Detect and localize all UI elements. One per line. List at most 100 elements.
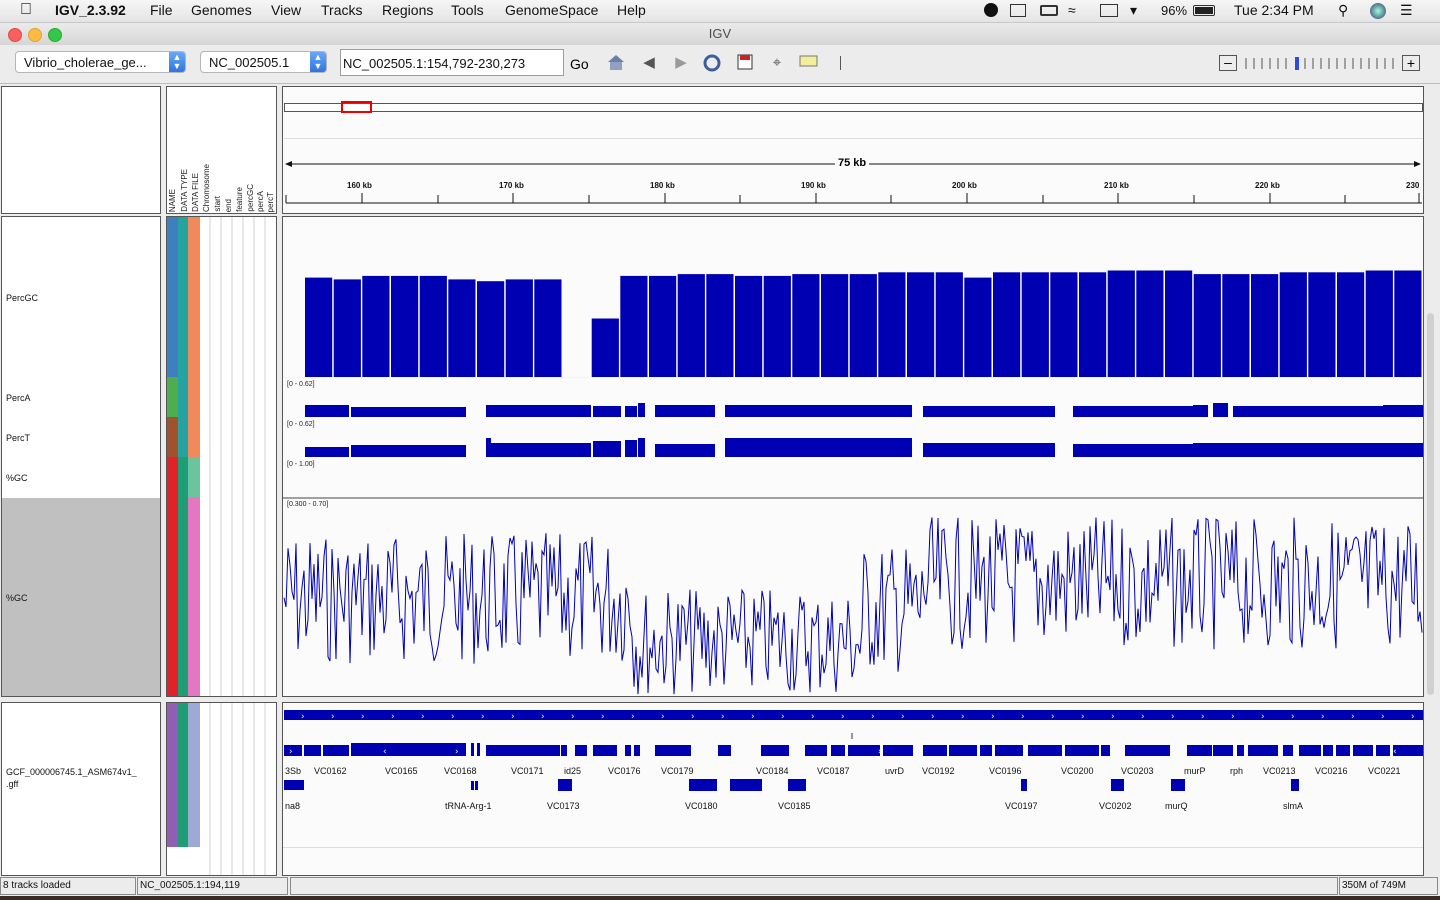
gene-label[interactable]: VC0213 <box>1263 766 1296 776</box>
status-app-icon[interactable] <box>984 3 998 17</box>
gene-label[interactable]: VC0180 <box>685 801 718 811</box>
menu-regions[interactable]: Regions <box>382 2 434 18</box>
gene-label[interactable]: VC0168 <box>444 766 477 776</box>
genome-dropdown[interactable]: Vibrio_cholerae_ge... ▲ ▼ <box>15 51 186 73</box>
attribute-header[interactable]: percA <box>256 191 265 212</box>
menu-help[interactable]: Help <box>617 2 646 18</box>
notification-icon[interactable]: ☰ <box>1400 2 1413 18</box>
gene-label[interactable]: VC0203 <box>1121 766 1154 776</box>
gene-label[interactable]: VC0184 <box>756 766 789 776</box>
gene-label[interactable]: VC0192 <box>922 766 955 776</box>
svg-text:›: › <box>1171 712 1175 722</box>
gene-label[interactable]: id25 <box>564 766 582 776</box>
gene-label[interactable]: VC0173 <box>547 801 580 811</box>
gene-label[interactable]: VC0176 <box>608 766 641 776</box>
attribute-header[interactable]: start <box>213 196 222 212</box>
gene-label[interactable]: tRNA-Arg-1 <box>445 801 492 811</box>
ruler-panel[interactable]: 75 kb 160 kb 170 kb 180 kb 190 kb 200 kb… <box>282 86 1424 214</box>
gene-label[interactable]: VC0185 <box>778 801 811 811</box>
gene-label[interactable]: murQ <box>1165 801 1188 811</box>
menu-genomespace[interactable]: GenomeSpace <box>505 2 599 18</box>
forward-icon[interactable]: ▶ <box>675 54 687 71</box>
feature-panel[interactable]: › › › › › › › › › › › › › › › › › › › › › › › › › › › › › › › › › › › › › › ›… <box>282 702 1424 876</box>
track-name-perct[interactable]: PercT <box>6 433 31 443</box>
gene-label[interactable]: VC0221 <box>1368 766 1401 776</box>
feature-attribute-grid[interactable] <box>167 703 277 875</box>
menu-tools[interactable]: Tools <box>451 2 484 18</box>
gene-label[interactable]: VC0196 <box>989 766 1022 776</box>
track-name-perca[interactable]: PercA <box>6 393 31 403</box>
menu-file[interactable]: File <box>150 2 173 18</box>
home-icon[interactable] <box>605 53 627 73</box>
gene-label[interactable]: murP <box>1184 766 1206 776</box>
attribute-color-grid[interactable] <box>167 217 277 696</box>
gene-label[interactable]: VC0216 <box>1315 766 1348 776</box>
locus-input[interactable]: NC_002505.1:154,792-230,273 <box>340 49 564 76</box>
gene-label[interactable]: 3Sb <box>285 766 302 776</box>
clock[interactable]: Tue 2:34 PM <box>1234 2 1314 18</box>
zoom-out-button[interactable]: – <box>1219 55 1237 71</box>
chromosome-ideogram[interactable] <box>284 103 1423 112</box>
attribute-header[interactable]: Chromosome <box>202 163 211 212</box>
minimize-button[interactable] <box>28 28 42 42</box>
gene-label[interactable]: VC0162 <box>314 766 347 776</box>
svg-text:›: › <box>1081 712 1085 722</box>
track-name-gff-ext[interactable]: .gff <box>6 779 19 789</box>
track-name-gc-small[interactable]: %GC <box>6 473 28 483</box>
go-button[interactable]: Go <box>570 56 589 72</box>
attribute-header[interactable]: percT <box>266 191 275 212</box>
back-icon[interactable]: ◀ <box>643 54 655 71</box>
zoom-in-button[interactable]: + <box>1402 55 1420 71</box>
gene-label[interactable]: VC0179 <box>661 766 694 776</box>
close-button[interactable] <box>8 28 22 42</box>
memory-icon[interactable] <box>1040 5 1058 16</box>
track-name-gff[interactable]: GCF_000006745.1_ASM674v1_ <box>6 767 137 777</box>
track-name-percgc[interactable]: PercGC <box>6 293 39 303</box>
search-icon[interactable]: ⚲ <box>1338 2 1349 18</box>
volume-icon[interactable]: ▾ <box>1130 2 1138 18</box>
gc-line-track[interactable] <box>283 502 1423 696</box>
resize-icon[interactable]: ⌖ <box>772 54 782 71</box>
data-panel[interactable]: [0 - 0.62] [0 - 0.62] [0 - 1.00] [0.300 … <box>282 216 1434 697</box>
gene-label[interactable]: VC0197 <box>1005 801 1038 811</box>
attribute-header[interactable]: DATA FILE <box>191 173 200 212</box>
refresh-icon[interactable] <box>701 53 723 73</box>
window-icon[interactable] <box>1010 4 1026 17</box>
attribute-header[interactable]: percGC <box>246 184 255 212</box>
gene-label[interactable]: VC0200 <box>1061 766 1094 776</box>
airplay-icon[interactable] <box>1100 4 1118 17</box>
apple-icon[interactable]:  <box>20 1 32 19</box>
data-scrollbar[interactable] <box>1427 313 1434 695</box>
zoom-slider[interactable] <box>1243 55 1398 71</box>
attribute-header[interactable]: end <box>224 198 233 212</box>
attribute-header[interactable]: NAME <box>168 188 177 212</box>
attribute-header[interactable]: DATA TYPE <box>180 169 189 212</box>
gene-label[interactable]: VC0202 <box>1099 801 1132 811</box>
gene-label[interactable]: uvrD <box>885 766 905 776</box>
menu-view[interactable]: View <box>271 2 302 18</box>
gene-label[interactable]: rph <box>1230 766 1244 776</box>
small-tracks[interactable] <box>283 377 1423 497</box>
percgc-bar <box>448 279 476 377</box>
gc-large-range-label: [0.300 - 0.70] <box>287 501 329 508</box>
track-name-gc-large[interactable]: %GC <box>6 593 28 603</box>
menu-genomes[interactable]: Genomes <box>191 2 252 18</box>
gene-label[interactable]: VC0171 <box>511 766 544 776</box>
gene-label[interactable]: VC0187 <box>817 766 850 776</box>
siri-icon[interactable] <box>1370 3 1386 19</box>
gene-label[interactable]: VC0165 <box>385 766 418 776</box>
popup-info-icon[interactable] <box>798 53 820 73</box>
chromosome-dropdown[interactable]: NC_002505.1 ▲ ▼ <box>200 51 327 73</box>
menu-tracks[interactable]: Tracks <box>321 2 363 18</box>
gene-features[interactable]: › › › › › › › › › › › › › › › › › › › › › › › › › › › › › › › › › › › › › › ›… <box>283 703 1423 875</box>
gene-label[interactable]: na8 <box>285 801 301 811</box>
region-navigator-icon[interactable] <box>734 53 756 73</box>
percgc-track[interactable] <box>283 217 1423 696</box>
battery-icon[interactable] <box>1193 5 1215 16</box>
gene-label[interactable]: slmA <box>1283 801 1303 811</box>
zoom-button[interactable] <box>48 28 62 42</box>
app-menu[interactable]: IGV_2.3.92 <box>55 2 126 18</box>
wifi-icon[interactable]: ≈ <box>1068 2 1076 18</box>
current-region-box[interactable] <box>341 101 372 113</box>
attribute-header[interactable]: feature <box>235 187 244 212</box>
